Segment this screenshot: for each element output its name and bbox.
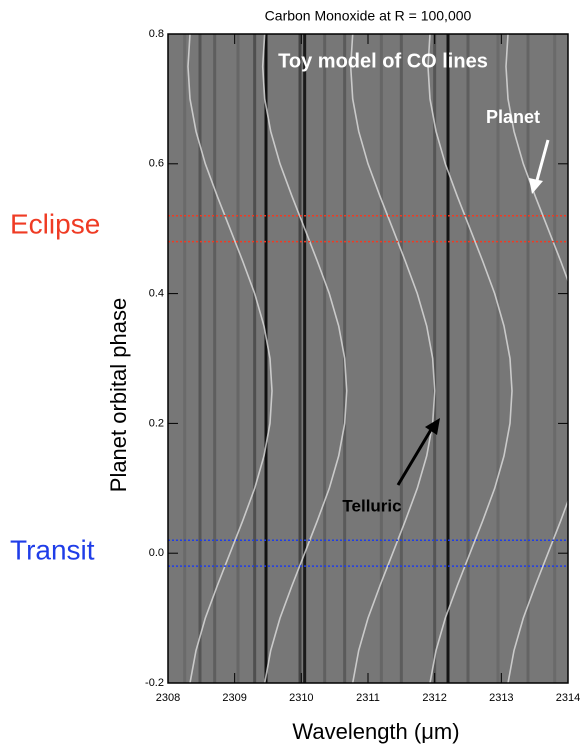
transit-label: Transit	[10, 534, 95, 565]
plot-background	[168, 34, 568, 683]
x-tick-label: 2309	[222, 692, 246, 704]
y-tick-label: 0.8	[149, 28, 164, 40]
x-tick-label: 2310	[289, 692, 313, 704]
x-tick-label: 2313	[489, 692, 513, 704]
x-tick-label: 2312	[422, 692, 446, 704]
chart-title: Carbon Monoxide at R = 100,000	[265, 8, 472, 24]
planet-annotation: Planet	[486, 107, 540, 127]
y-axis-label: Planet orbital phase	[106, 298, 131, 492]
y-tick-label: 0.0	[149, 547, 164, 559]
plot-area	[168, 34, 588, 683]
x-tick-label: 2311	[356, 692, 380, 704]
model-annotation: Toy model of CO lines	[278, 50, 488, 72]
x-tick-label: 2308	[156, 692, 180, 704]
telluric-annotation: Telluric	[342, 496, 401, 515]
x-tick-label: 2314	[556, 692, 580, 704]
y-tick-label: 0.4	[149, 288, 164, 300]
y-tick-label: 0.6	[149, 158, 164, 170]
eclipse-label: Eclipse	[10, 208, 100, 239]
chart: Carbon Monoxide at R = 100,000 Wavelengt…	[0, 0, 588, 747]
y-tick-label: -0.2	[145, 677, 164, 689]
x-axis-label: Wavelength (μm)	[292, 719, 459, 744]
y-tick-label: 0.2	[149, 417, 164, 429]
